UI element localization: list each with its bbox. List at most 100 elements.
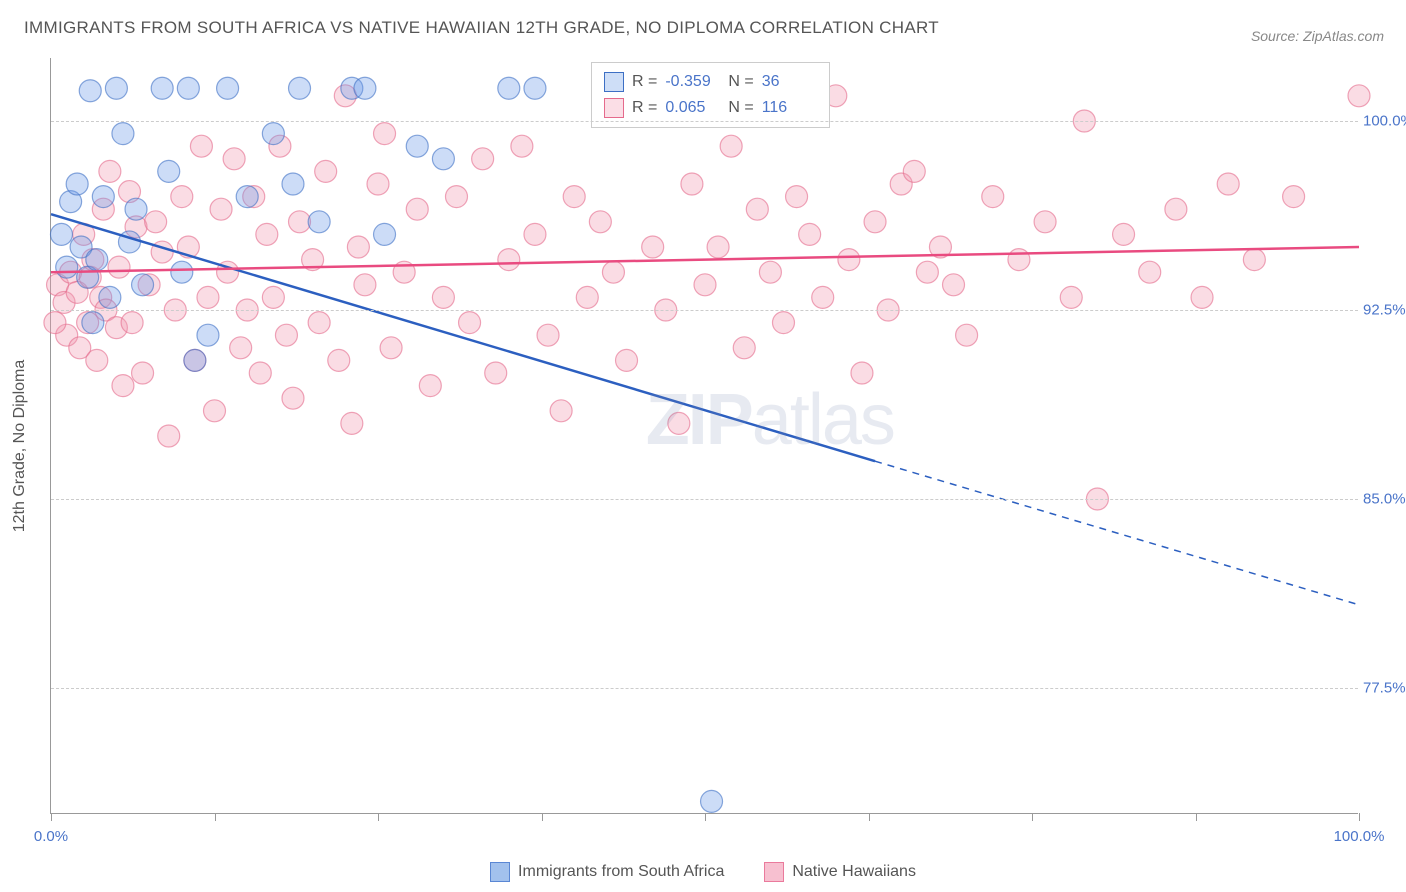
legend-r-value: 0.065 [665, 99, 720, 117]
scatter-point [903, 160, 925, 182]
scatter-point [498, 249, 520, 271]
scatter-point [171, 261, 193, 283]
scatter-point [236, 186, 258, 208]
legend-r-value: -0.359 [665, 73, 720, 91]
scatter-point [121, 312, 143, 334]
scatter-point [616, 349, 638, 371]
scatter-point [262, 123, 284, 145]
scatter-point [472, 148, 494, 170]
ytick-label: 77.5% [1363, 680, 1406, 697]
scatter-point [367, 173, 389, 195]
legend-label: Immigrants from South Africa [518, 863, 724, 881]
xtick [378, 813, 379, 821]
scatter-point [485, 362, 507, 384]
scatter-point [112, 123, 134, 145]
scatter-point [720, 135, 742, 157]
scatter-point [262, 286, 284, 308]
scatter-point [851, 362, 873, 384]
scatter-point [99, 160, 121, 182]
scatter-point [197, 324, 219, 346]
scatter-point [1243, 249, 1265, 271]
scatter-point [82, 312, 104, 334]
scatter-point [197, 286, 219, 308]
scatter-point [1113, 223, 1135, 245]
xtick-label: 100.0% [1334, 828, 1385, 845]
scatter-point [1034, 211, 1056, 233]
source-label: Source: ZipAtlas.com [1251, 28, 1384, 44]
scatter-point [537, 324, 559, 346]
xtick [1359, 813, 1360, 821]
scatter-point [50, 223, 72, 245]
scatter-point [524, 77, 546, 99]
plot-area: ZIPatlas R =-0.359N =36R =0.065N =116 77… [50, 58, 1358, 814]
trend-line [51, 247, 1359, 272]
scatter-point [576, 286, 598, 308]
scatter-point [1348, 85, 1370, 107]
scatter-point [1008, 249, 1030, 271]
scatter-point [217, 77, 239, 99]
scatter-point [108, 256, 130, 278]
legend-r-label: R = [632, 73, 657, 91]
xtick [215, 813, 216, 821]
chart-title: IMMIGRANTS FROM SOUTH AFRICA VS NATIVE H… [24, 18, 939, 38]
scatter-point [204, 400, 226, 422]
legend-n-label: N = [728, 99, 753, 117]
legend-n-value: 116 [762, 99, 817, 117]
trend-line-extrapolated [875, 461, 1359, 605]
scatter-point [105, 77, 127, 99]
scatter-point [132, 274, 154, 296]
scatter-point [759, 261, 781, 283]
scatter-point [380, 337, 402, 359]
scatter-point [589, 211, 611, 233]
legend-swatch [490, 862, 510, 882]
gridline [51, 688, 1358, 689]
scatter-point [56, 256, 78, 278]
scatter-point [419, 375, 441, 397]
scatter-point [177, 77, 199, 99]
legend-n-label: N = [728, 73, 753, 91]
legend-swatch [604, 72, 624, 92]
ytick-label: 100.0% [1363, 113, 1406, 130]
scatter-point [943, 274, 965, 296]
scatter-point [459, 312, 481, 334]
legend-label: Native Hawaiians [792, 863, 916, 881]
scatter-point [374, 123, 396, 145]
legend-row: R =0.065N =116 [604, 95, 817, 121]
gridline [51, 121, 1358, 122]
scatter-point [158, 160, 180, 182]
scatter-point [112, 375, 134, 397]
scatter-point [498, 77, 520, 99]
gridline [51, 499, 1358, 500]
scatter-point [1060, 286, 1082, 308]
scatter-point [524, 223, 546, 245]
scatter-point [125, 198, 147, 220]
scatter-point [786, 186, 808, 208]
scatter-point [445, 186, 467, 208]
scatter-point [145, 211, 167, 233]
scatter-point [184, 349, 206, 371]
scatter-point [275, 324, 297, 346]
scatter-point [190, 135, 212, 157]
scatter-point [642, 236, 664, 258]
scatter-point [982, 186, 1004, 208]
scatter-point [668, 412, 690, 434]
scatter-point [210, 198, 232, 220]
scatter-point [230, 337, 252, 359]
scatter-point [1165, 198, 1187, 220]
scatter-point [256, 223, 278, 245]
scatter-point [864, 211, 886, 233]
scatter-point [282, 387, 304, 409]
xtick [1032, 813, 1033, 821]
legend-swatch [764, 862, 784, 882]
scatter-point [347, 236, 369, 258]
scatter-point [772, 312, 794, 334]
scatter-point [838, 249, 860, 271]
scatter-point [812, 286, 834, 308]
scatter-point [308, 312, 330, 334]
ytick-label: 92.5% [1363, 302, 1406, 319]
scatter-point [1283, 186, 1305, 208]
ytick-label: 85.0% [1363, 491, 1406, 508]
scatter-point [563, 186, 585, 208]
scatter-point [249, 362, 271, 384]
scatter-point [86, 249, 108, 271]
